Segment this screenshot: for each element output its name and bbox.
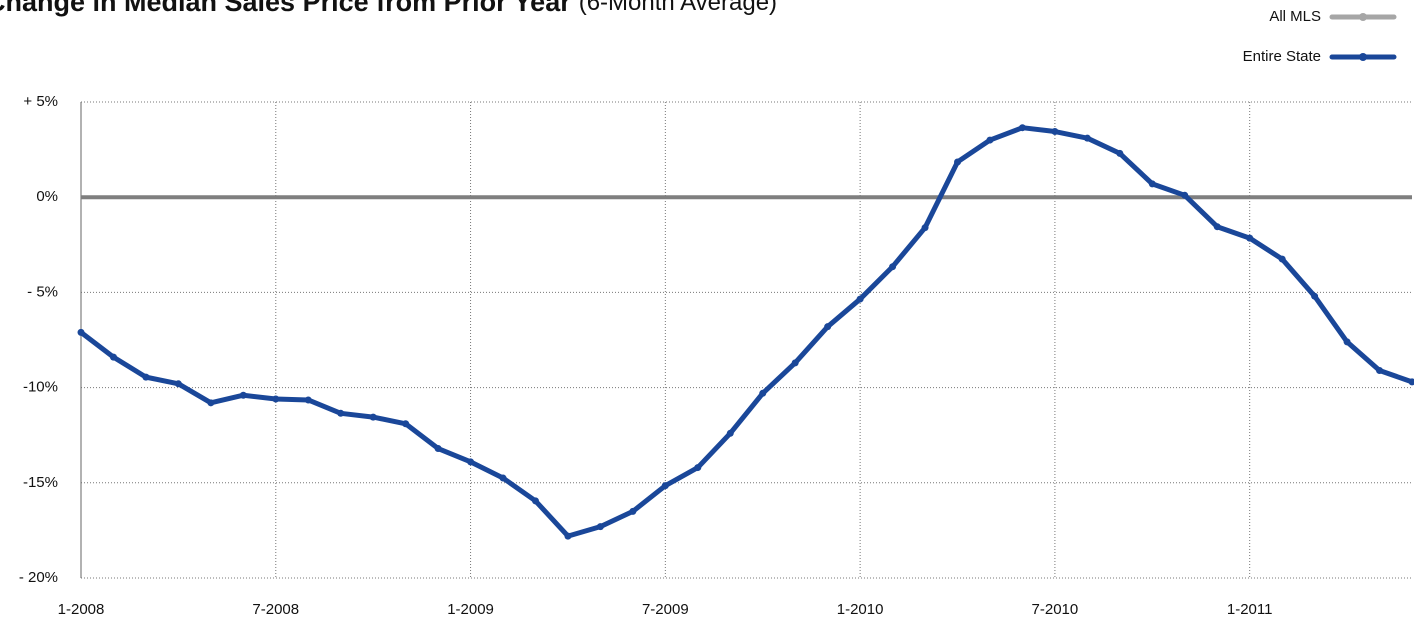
data-point bbox=[1116, 149, 1124, 157]
data-point bbox=[239, 391, 247, 399]
series-line bbox=[79, 125, 1413, 539]
data-point bbox=[954, 158, 962, 166]
x-tick-label: 1-2008 bbox=[58, 601, 105, 618]
x-tick-label: 7-2009 bbox=[642, 601, 689, 618]
y-tick-label: -10% bbox=[23, 379, 58, 396]
x-tick-label: 1-2010 bbox=[837, 601, 884, 618]
data-point bbox=[889, 263, 897, 271]
data-point bbox=[174, 380, 182, 388]
data-point bbox=[77, 328, 85, 336]
data-point bbox=[629, 507, 637, 515]
data-point bbox=[726, 429, 734, 437]
data-point bbox=[142, 373, 150, 381]
data-point bbox=[1311, 292, 1319, 300]
data-point bbox=[1246, 234, 1254, 242]
x-tick-label: 1-2011 bbox=[1227, 601, 1273, 618]
y-tick-label: - 5% bbox=[27, 283, 58, 300]
y-tick-label: - 20% bbox=[19, 569, 58, 586]
x-tick-label: 7-2008 bbox=[252, 601, 299, 618]
data-point bbox=[272, 395, 280, 403]
data-point bbox=[824, 323, 832, 331]
legend-label: All MLS bbox=[1269, 8, 1321, 25]
data-point bbox=[856, 295, 864, 303]
data-point bbox=[109, 353, 117, 361]
data-point bbox=[986, 136, 994, 144]
data-point bbox=[1148, 180, 1156, 188]
y-tick-label: -15% bbox=[23, 474, 58, 491]
data-point bbox=[1213, 223, 1221, 231]
data-point bbox=[402, 420, 410, 428]
data-point bbox=[1083, 134, 1091, 142]
data-point bbox=[921, 224, 929, 232]
chart-subtitle: (6-Month Average) bbox=[579, 0, 777, 16]
data-point bbox=[759, 389, 767, 397]
data-point bbox=[791, 359, 799, 367]
data-point bbox=[1278, 255, 1286, 263]
data-point bbox=[467, 458, 475, 466]
x-tick-label: 1-2009 bbox=[447, 601, 494, 618]
y-tick-label: + 5% bbox=[23, 93, 58, 110]
chart-title: Change in Median Sales Price from Prior … bbox=[0, 0, 571, 17]
data-point bbox=[531, 497, 539, 505]
data-point bbox=[1181, 191, 1189, 199]
data-point bbox=[564, 532, 572, 540]
data-point bbox=[499, 474, 507, 482]
legend-dot bbox=[1359, 13, 1367, 21]
data-point bbox=[337, 409, 345, 417]
data-point bbox=[694, 464, 702, 472]
data-point bbox=[207, 399, 215, 407]
data-point bbox=[369, 413, 377, 421]
data-point bbox=[661, 482, 669, 490]
data-point bbox=[434, 445, 442, 453]
chart-title-line: Change in Median Sales Price from Prior … bbox=[0, 0, 777, 17]
data-point bbox=[1018, 124, 1026, 132]
legend-label: Entire State bbox=[1243, 48, 1321, 65]
data-point bbox=[1376, 366, 1384, 374]
data-point bbox=[596, 523, 604, 531]
data-point bbox=[1343, 338, 1351, 346]
data-point bbox=[1051, 128, 1059, 136]
legend-dot bbox=[1359, 53, 1367, 61]
y-tick-label: 0% bbox=[36, 188, 58, 205]
x-tick-label: 7-2010 bbox=[1032, 601, 1079, 618]
data-point bbox=[304, 396, 312, 404]
data-point bbox=[1408, 378, 1414, 386]
